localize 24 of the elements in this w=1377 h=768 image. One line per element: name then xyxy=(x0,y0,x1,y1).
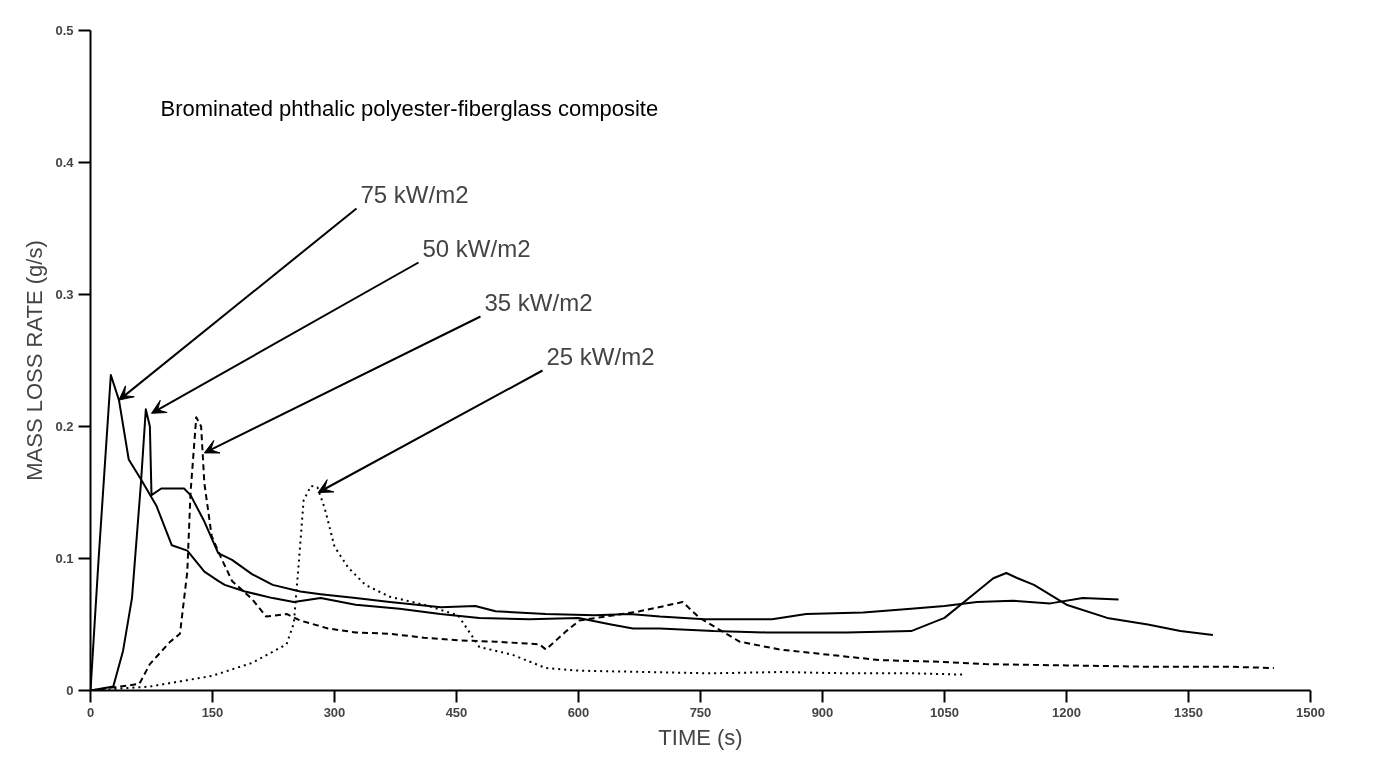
x-tick-label: 1050 xyxy=(930,704,959,720)
annotation: 50 kW/m2 xyxy=(422,235,531,262)
x-tick-label: 900 xyxy=(811,704,834,720)
x-tick-label: 1350 xyxy=(1174,704,1203,720)
text: Brominated phthalic polyester-fiberglass composite xyxy=(160,95,659,121)
y-tick-label: 0.1 xyxy=(55,551,74,566)
x-tick-label: 600 xyxy=(567,704,590,720)
annotation: 75 kW/m2 xyxy=(360,181,469,208)
x-tick-label: 450 xyxy=(445,704,468,720)
y-tick-label: 0.2 xyxy=(55,419,74,434)
x-tick-label: 1500 xyxy=(1296,704,1325,720)
y-tick-label: 0 xyxy=(66,683,74,698)
x-tick-label: 150 xyxy=(201,704,224,720)
annotation: 35 kW/m2 xyxy=(484,289,593,316)
annotation: 25 kW/m2 xyxy=(546,343,655,370)
x-tick-label: 1200 xyxy=(1052,704,1081,720)
x-tick-label: 300 xyxy=(323,704,346,720)
y-tick-label: 0.3 xyxy=(55,287,74,302)
y-tick-label: 0.4 xyxy=(55,155,75,170)
x-axis-title: TIME (s) xyxy=(658,724,743,750)
x-tick-label: 750 xyxy=(689,704,712,720)
y-axis-title: MASS LOSS RATE (g/s) xyxy=(22,240,48,481)
y-tick-label: 0.5 xyxy=(55,23,74,38)
x-tick-label: 0 xyxy=(86,704,95,720)
